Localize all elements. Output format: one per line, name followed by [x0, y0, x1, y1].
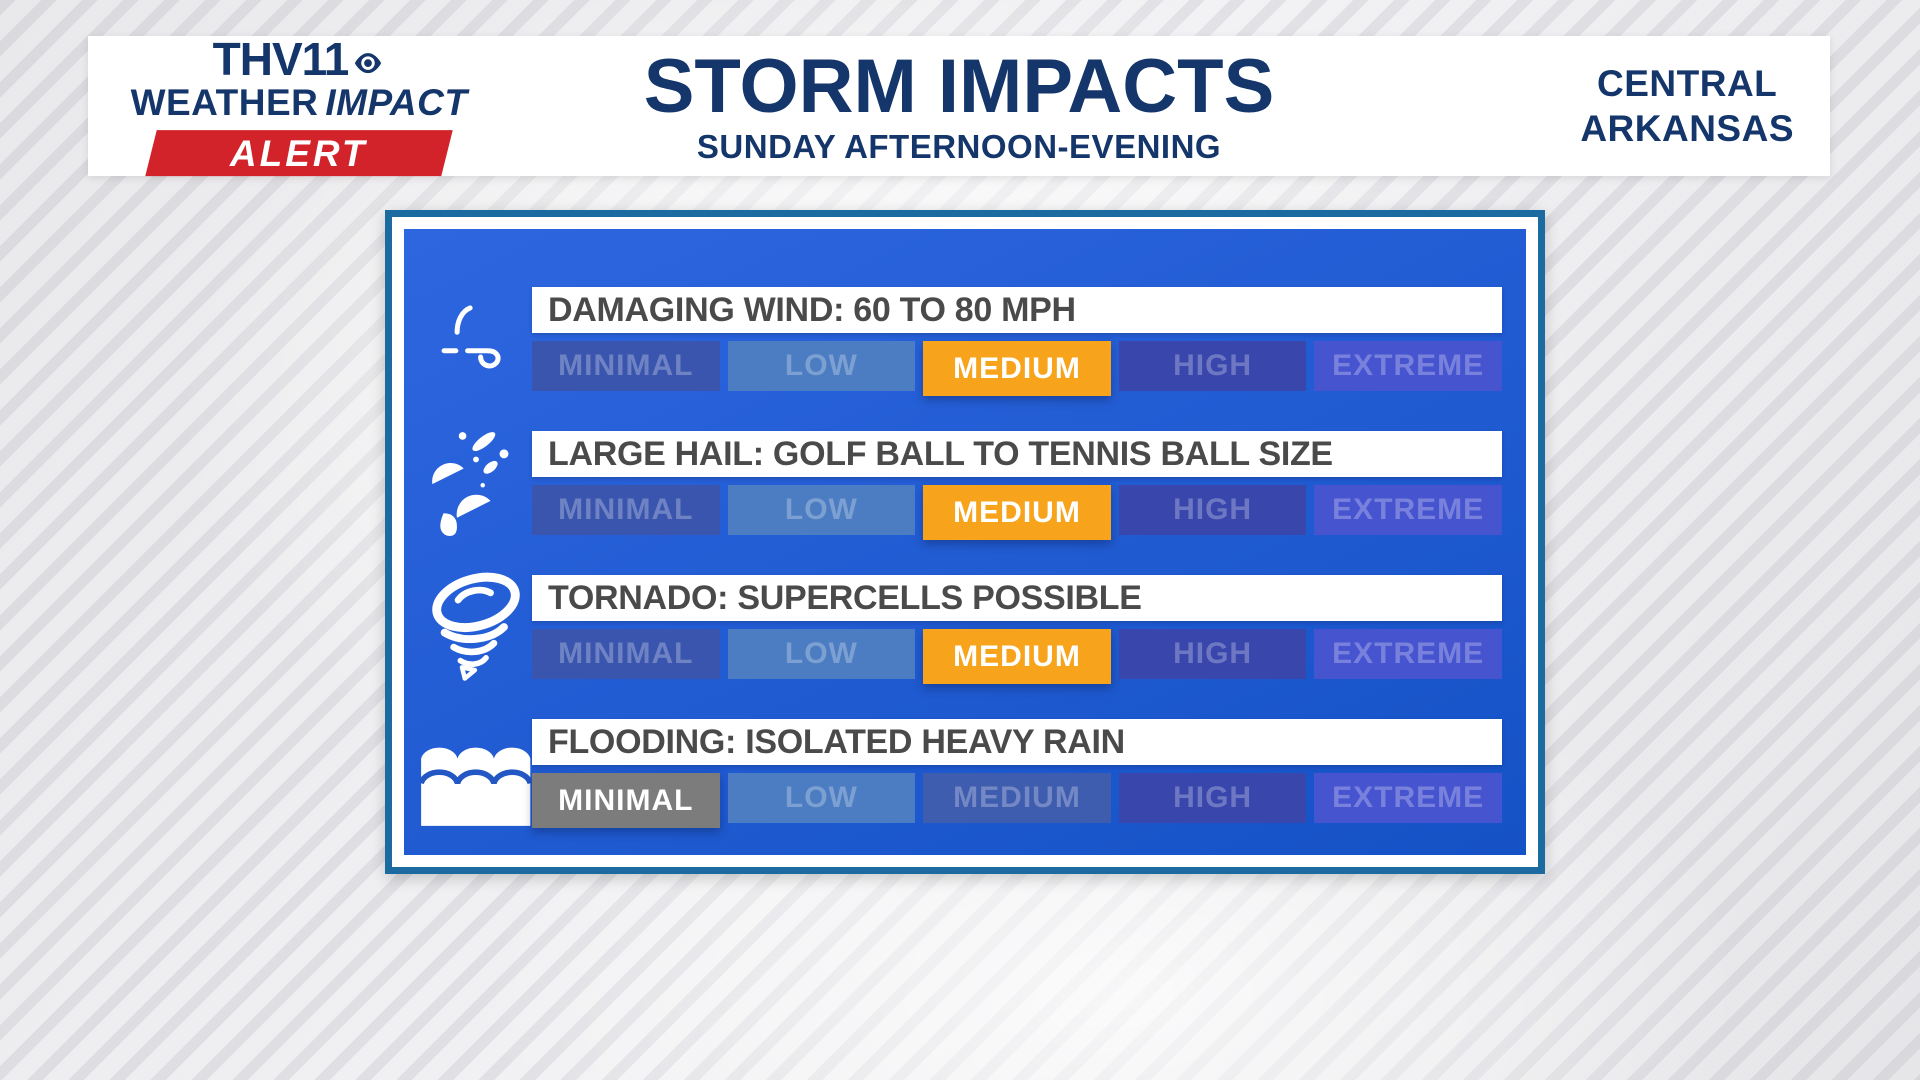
- scale-cell-medium: MEDIUM: [923, 485, 1111, 540]
- hazard-row: DAMAGING WIND: 60 TO 80 MPH MINIMAL LOW ME…: [420, 287, 1502, 396]
- station-name: THV11: [116, 36, 482, 82]
- scale-cell-low: LOW: [727, 773, 916, 823]
- hazard-row: LARGE HAIL: GOLF BALL TO TENNIS BALL SIZ…: [420, 431, 1502, 540]
- header-band: THV11 WEATHER IMPACT ALERT STORM IMPACTS …: [88, 36, 1830, 176]
- scale-cell-medium: MEDIUM: [923, 629, 1111, 684]
- region-label: CENTRAL ARKANSAS: [1580, 61, 1794, 151]
- scale-cell-extreme: EXTREME: [1314, 773, 1502, 823]
- hazard-label-bar: FLOODING: ISOLATED HEAVY RAIN: [532, 719, 1502, 765]
- hazard-row-main: DAMAGING WIND: 60 TO 80 MPH MINIMAL LOW ME…: [532, 287, 1502, 396]
- hail-icon: [432, 432, 509, 537]
- page-title: STORM IMPACTS: [643, 44, 1275, 129]
- hazard-row: TORNADO: SUPERCELLS POSSIBLE MINIMAL LOW M…: [420, 572, 1502, 684]
- scale-cell-high: HIGH: [1118, 629, 1307, 679]
- hazard-label-bar: DAMAGING WIND: 60 TO 80 MPH: [532, 287, 1502, 333]
- impact-scale: MINIMAL LOW MEDIUM HIGH EXTREME: [532, 341, 1502, 399]
- page-subtitle: SUNDAY AFTERNOON-EVENING: [696, 127, 1222, 165]
- brand-impact-label: IMPACT: [325, 82, 468, 124]
- station-call-letters: THV11: [212, 33, 350, 86]
- hazard-label-bar: LARGE HAIL: GOLF BALL TO TENNIS BALL SIZ…: [532, 431, 1502, 477]
- impact-scale: MINIMAL LOW MEDIUM HIGH EXTREME: [532, 485, 1502, 543]
- hazard-row-main: LARGE HAIL: GOLF BALL TO TENNIS BALL SIZ…: [532, 431, 1502, 540]
- brand-weather-label: WEATHER: [130, 82, 319, 124]
- hazard-icon-box: [420, 287, 532, 391]
- hazard-label-bar: TORNADO: SUPERCELLS POSSIBLE: [532, 575, 1502, 621]
- hazard-icon-box: [420, 719, 532, 826]
- cbs-eye-icon: [355, 53, 382, 74]
- hazard-row: FLOODING: ISOLATED HEAVY RAIN MINIMAL LOW…: [420, 719, 1502, 828]
- hazard-icon-box: [420, 572, 532, 681]
- scale-cell-high: HIGH: [1118, 773, 1307, 823]
- impact-scale: MINIMAL LOW MEDIUM HIGH EXTREME: [532, 629, 1502, 687]
- scale-cell-low: LOW: [727, 341, 916, 391]
- station-logo: THV11 WEATHER IMPACT ALERT: [116, 36, 482, 176]
- hazard-label: FLOODING: ISOLATED HEAVY RAIN: [548, 722, 1125, 761]
- hazard-label: LARGE HAIL: GOLF BALL TO TENNIS BALL SIZ…: [548, 434, 1333, 473]
- scale-cell-high: HIGH: [1118, 485, 1307, 535]
- hazard-label: DAMAGING WIND: 60 TO 80 MPH: [548, 290, 1076, 329]
- brand-name: WEATHER IMPACT: [116, 82, 482, 124]
- scale-cell-medium: MEDIUM: [923, 773, 1111, 823]
- scale-cell-extreme: EXTREME: [1314, 629, 1502, 679]
- region-line2: ARKANSAS: [1580, 108, 1794, 149]
- hazard-label: TORNADO: SUPERCELLS POSSIBLE: [548, 578, 1142, 617]
- impact-scale: MINIMAL LOW MEDIUM HIGH EXTREME: [532, 773, 1502, 831]
- impact-panel-body: DAMAGING WIND: 60 TO 80 MPH MINIMAL LOW ME…: [404, 229, 1526, 855]
- tornado-icon: [432, 572, 520, 681]
- flood-icon: [420, 747, 532, 826]
- scale-cell-low: LOW: [727, 629, 916, 679]
- hazard-row-main: FLOODING: ISOLATED HEAVY RAIN MINIMAL LOW…: [532, 719, 1502, 828]
- region-line1: CENTRAL: [1597, 62, 1778, 104]
- hazard-row-main: TORNADO: SUPERCELLS POSSIBLE MINIMAL LOW M…: [532, 575, 1502, 684]
- hazard-icon-box: [420, 431, 532, 537]
- scale-cell-minimal: MINIMAL: [532, 629, 720, 679]
- scale-cell-minimal: MINIMAL: [532, 773, 720, 828]
- scale-cell-extreme: EXTREME: [1314, 485, 1502, 535]
- scale-cell-minimal: MINIMAL: [532, 341, 720, 391]
- impact-panel: DAMAGING WIND: 60 TO 80 MPH MINIMAL LOW ME…: [385, 210, 1545, 874]
- scale-cell-minimal: MINIMAL: [532, 485, 720, 535]
- scale-cell-extreme: EXTREME: [1314, 341, 1502, 391]
- scale-cell-high: HIGH: [1118, 341, 1307, 391]
- scale-cell-low: LOW: [727, 485, 916, 535]
- title-block: STORM IMPACTS SUNDAY AFTERNOON-EVENING: [88, 48, 1830, 166]
- scale-cell-medium: MEDIUM: [923, 341, 1111, 396]
- wind-icon: [441, 305, 501, 369]
